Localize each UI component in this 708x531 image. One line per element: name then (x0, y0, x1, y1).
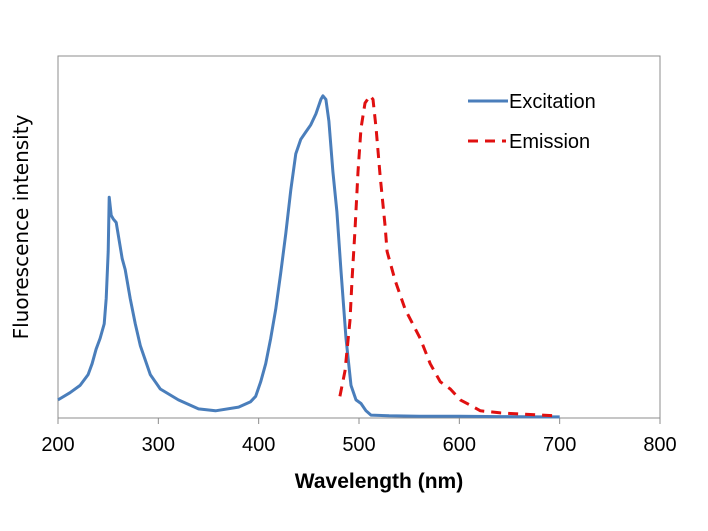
y-axis-title: Fluorescence intensity (9, 114, 33, 339)
x-tick-label: 600 (443, 434, 476, 456)
x-tick-label: 300 (142, 434, 175, 456)
legend: Excitation Emission (468, 91, 596, 153)
x-tick-label: 500 (342, 434, 375, 456)
x-tick-label: 200 (41, 434, 74, 456)
legend-label-excitation: Excitation (509, 91, 596, 113)
legend-label-emission: Emission (509, 131, 590, 153)
x-tick-label: 700 (543, 434, 576, 456)
x-tick-label: 400 (242, 434, 275, 456)
x-axis-title: Wavelength (nm) (295, 470, 463, 493)
plot-area (57, 55, 661, 419)
x-axis-ticks: 200 300 400 500 600 700 800 (41, 418, 677, 456)
x-tick-label: 800 (643, 434, 676, 456)
series-line-emission (338, 94, 556, 418)
series-line-excitation (57, 94, 560, 419)
series-layer (57, 94, 560, 419)
